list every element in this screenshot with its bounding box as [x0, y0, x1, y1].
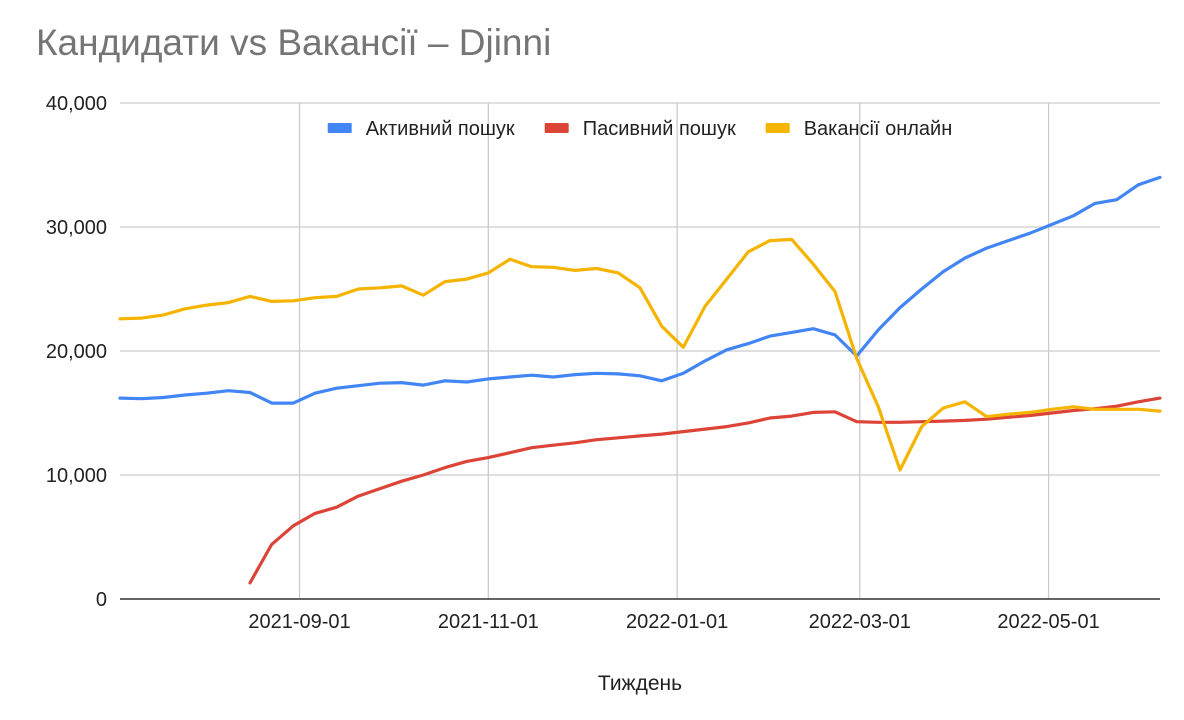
x-axis-label: Тиждень — [598, 672, 682, 695]
series-line-1 — [118, 175, 1162, 405]
y-tick-label: 0 — [96, 589, 107, 611]
legend-label: Активний пошук — [366, 118, 515, 140]
y-tick-label: 40,000 — [46, 93, 107, 115]
y-tick-label: 20,000 — [46, 341, 107, 363]
legend-item: Вакансії онлайн — [765, 118, 953, 140]
legend-swatch — [765, 123, 790, 133]
legend: Активний пошук Пасивний пошук Вакансії онл… — [327, 118, 953, 140]
x-tick-label: 2022-01-01 — [626, 611, 728, 633]
legend-label: Вакансії онлайн — [804, 118, 953, 140]
legend-label: Пасивний пошук — [583, 118, 736, 140]
y-tick-label: 30,000 — [46, 217, 107, 239]
y-tick-label: 10,000 — [46, 465, 107, 487]
x-tick-label: 2022-05-01 — [997, 611, 1099, 633]
x-tick-label: 2021-09-01 — [248, 611, 350, 633]
series-line-3 — [118, 237, 1162, 472]
legend-swatch — [327, 123, 352, 133]
legend-item: Активний пошук — [327, 118, 515, 140]
legend-swatch — [544, 123, 569, 133]
gridlines — [120, 102, 1160, 599]
chart-title: Кандидати vs Вакансії – Djinni — [36, 22, 552, 63]
series-line-2 — [248, 396, 1162, 585]
series-lines — [118, 175, 1162, 585]
x-tick-label: 2021-11-01 — [438, 611, 539, 633]
legend-item: Пасивний пошук — [544, 118, 736, 140]
axes: 0 10,000 20,000 30,000 40,000 2021-09-01 2021-… — [46, 93, 1160, 633]
x-tick-label: 2022-03-01 — [809, 611, 911, 633]
